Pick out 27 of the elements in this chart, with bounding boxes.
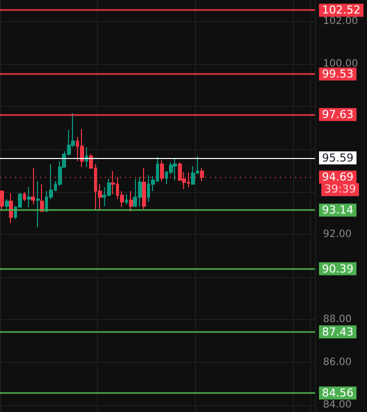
ref-line-label: 102.52 <box>322 4 360 17</box>
ref-line-label: 99.53 <box>322 67 354 80</box>
y-tick-label: 84.00 <box>323 399 352 410</box>
candlestick <box>27 186 31 208</box>
candlestick <box>85 146 88 168</box>
ref-line-label: 84.56 <box>322 386 354 400</box>
y-tick-label: 86.00 <box>323 356 352 368</box>
ref-line-label: 95.59 <box>322 151 354 164</box>
y-tick-label: 92.00 <box>323 228 352 240</box>
y-tick-label: 100.00 <box>323 58 358 70</box>
candlestick <box>0 190 4 211</box>
y-tick-label: 102.00 <box>323 16 358 27</box>
ref-line-label: 94.69 <box>322 170 354 184</box>
candlestick <box>9 192 13 224</box>
ref-line-label: 90.39 <box>322 262 354 276</box>
candlestick <box>80 128 84 168</box>
y-tick-label: 88.00 <box>323 314 352 326</box>
candlestick <box>125 194 128 205</box>
text: 39:39 <box>324 182 356 196</box>
candlestick <box>173 158 177 181</box>
candlestick <box>129 190 133 212</box>
candlestick <box>5 198 9 211</box>
ref-line-label: 97.63 <box>322 108 354 121</box>
ref-line-label: 93.14 <box>322 204 354 217</box>
candlestick <box>36 180 40 228</box>
ref-line-label: 87.43 <box>322 325 354 338</box>
candlestick <box>23 192 26 202</box>
